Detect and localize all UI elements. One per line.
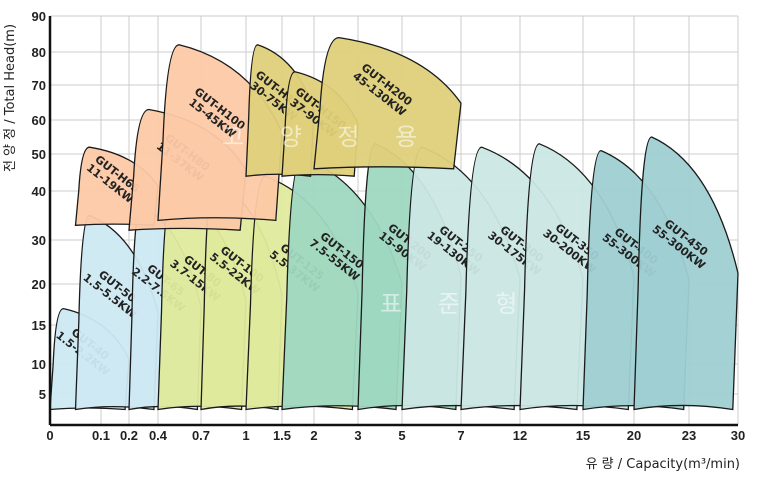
y-tick-label: 70 (32, 78, 46, 93)
x-tick-label: 3 (354, 428, 361, 443)
x-tick-label: 2 (310, 428, 317, 443)
axes: 0 0.1 0.2 0.4 0.7 1 1.5 2 3 5 7 12 15 20 23 30510152030… (32, 9, 746, 443)
x-tick-label: 0.2 (120, 428, 138, 443)
x-tick-label: 23 (682, 428, 696, 443)
y-tick-label: 50 (32, 147, 46, 162)
region-gut-h200 (313, 36, 462, 170)
y-tick-label: 20 (32, 277, 46, 292)
watermark-group: 고 양 정 용 표 준 형 (222, 123, 532, 318)
y-axis-title: 전 양 정 / Total Head(m) (3, 24, 18, 172)
x-tick-label: 1.5 (273, 428, 291, 443)
x-axis-title: 유 량 / Capacity(m³/min) (586, 457, 740, 472)
x-tick-label: 1 (242, 428, 249, 443)
x-tick-label: 0.4 (149, 428, 168, 443)
region-gut-450 (633, 136, 739, 411)
y-tick-label: 40 (32, 184, 46, 199)
x-tick-label: 12 (513, 428, 527, 443)
y-tick-label: 80 (32, 45, 46, 60)
x-tick-label: 30 (731, 428, 745, 443)
x-tick-label: 0.7 (192, 428, 210, 443)
y-tick-label: 30 (32, 233, 46, 248)
pump-regions: GUT-401.5-2.2KWGUT-501.5-5.5KWGUT-652.2-… (49, 36, 739, 411)
x-tick-label: 0 (46, 428, 53, 443)
y-tick-label: 15 (32, 318, 46, 333)
watermark-standard: 표 준 형 (380, 290, 532, 318)
y-tick-label: 10 (32, 357, 46, 372)
x-tick-label: 15 (576, 428, 590, 443)
y-tick-label: 90 (32, 9, 46, 24)
y-tick-label: 60 (32, 113, 46, 128)
x-tick-label: 7 (457, 428, 464, 443)
x-tick-label: 0.1 (92, 428, 110, 443)
watermark-high-head: 고 양 정 용 (222, 123, 431, 151)
y-tick-label: 5 (39, 387, 46, 402)
x-tick-label: 5 (398, 428, 405, 443)
x-tick-label: 20 (627, 428, 641, 443)
